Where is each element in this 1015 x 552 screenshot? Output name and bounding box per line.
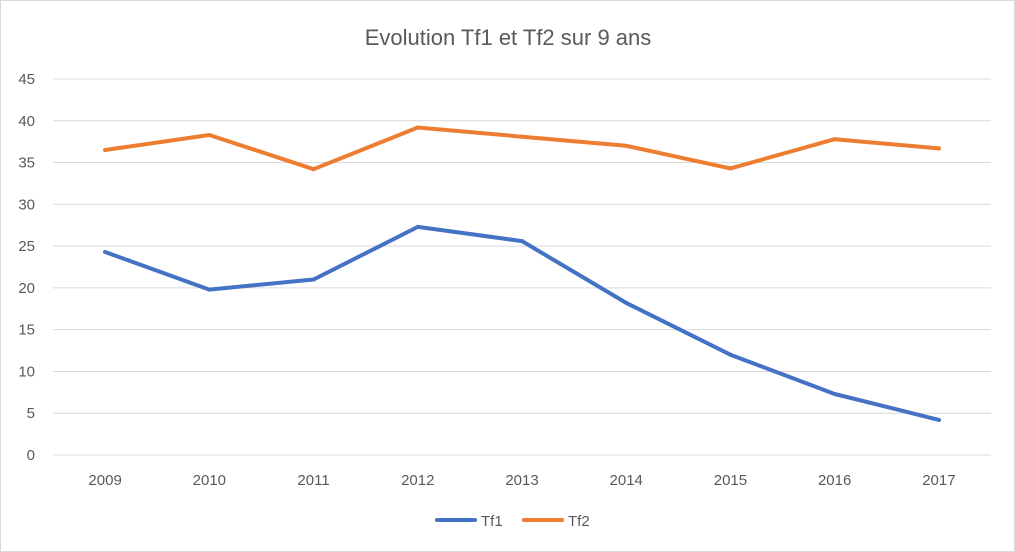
y-tick-label: 20 xyxy=(18,280,35,297)
y-tick-label: 45 xyxy=(18,71,35,88)
y-tick-label: 10 xyxy=(18,363,35,380)
data-point xyxy=(832,137,837,142)
data-point xyxy=(311,167,316,172)
x-tick-label: 2011 xyxy=(297,472,329,489)
y-axis-ticks: 0 5 10 15 20 25 30 35 40 45 xyxy=(18,71,35,464)
x-tick-label: 2015 xyxy=(714,472,747,489)
x-tick-label: 2010 xyxy=(193,472,226,489)
y-tick-label: 30 xyxy=(18,196,35,213)
legend-label: Tf1 xyxy=(481,513,503,530)
gridlines xyxy=(53,78,991,456)
data-point xyxy=(415,125,420,130)
data-point xyxy=(103,249,108,254)
data-point xyxy=(207,287,212,292)
y-tick-label: 15 xyxy=(18,322,35,339)
data-point xyxy=(624,143,629,148)
data-point xyxy=(728,166,733,171)
x-tick-label: 2017 xyxy=(922,472,955,489)
y-tick-label: 0 xyxy=(27,447,35,464)
data-point xyxy=(207,132,212,137)
data-point xyxy=(624,300,629,305)
x-tick-label: 2012 xyxy=(401,472,434,489)
data-point xyxy=(103,148,108,153)
data-point xyxy=(832,392,837,397)
x-tick-label: 2016 xyxy=(818,472,851,489)
data-point xyxy=(728,352,733,357)
data-point xyxy=(520,134,524,139)
legend-label: Tf2 xyxy=(568,513,590,530)
y-tick-label: 40 xyxy=(18,113,35,130)
y-tick-label: 25 xyxy=(18,238,35,255)
data-point xyxy=(415,224,420,229)
data-point xyxy=(520,239,524,244)
series-lines xyxy=(103,125,941,422)
x-tick-label: 2014 xyxy=(610,472,643,489)
y-tick-label: 35 xyxy=(18,155,35,172)
x-axis-ticks: 2009 2010 2011 2012 2013 2014 2015 2016 2017 xyxy=(88,472,955,489)
x-tick-label: 2009 xyxy=(88,472,121,489)
data-point xyxy=(936,146,941,151)
legend: Tf1 Tf2 xyxy=(435,513,590,530)
x-tick-label: 2013 xyxy=(505,472,538,489)
data-point xyxy=(311,277,316,282)
data-point xyxy=(936,417,941,422)
chart-title: Evolution Tf1 et Tf2 sur 9 ans xyxy=(365,25,652,50)
y-tick-label: 5 xyxy=(27,405,35,422)
series-line-tf1 xyxy=(103,224,941,422)
